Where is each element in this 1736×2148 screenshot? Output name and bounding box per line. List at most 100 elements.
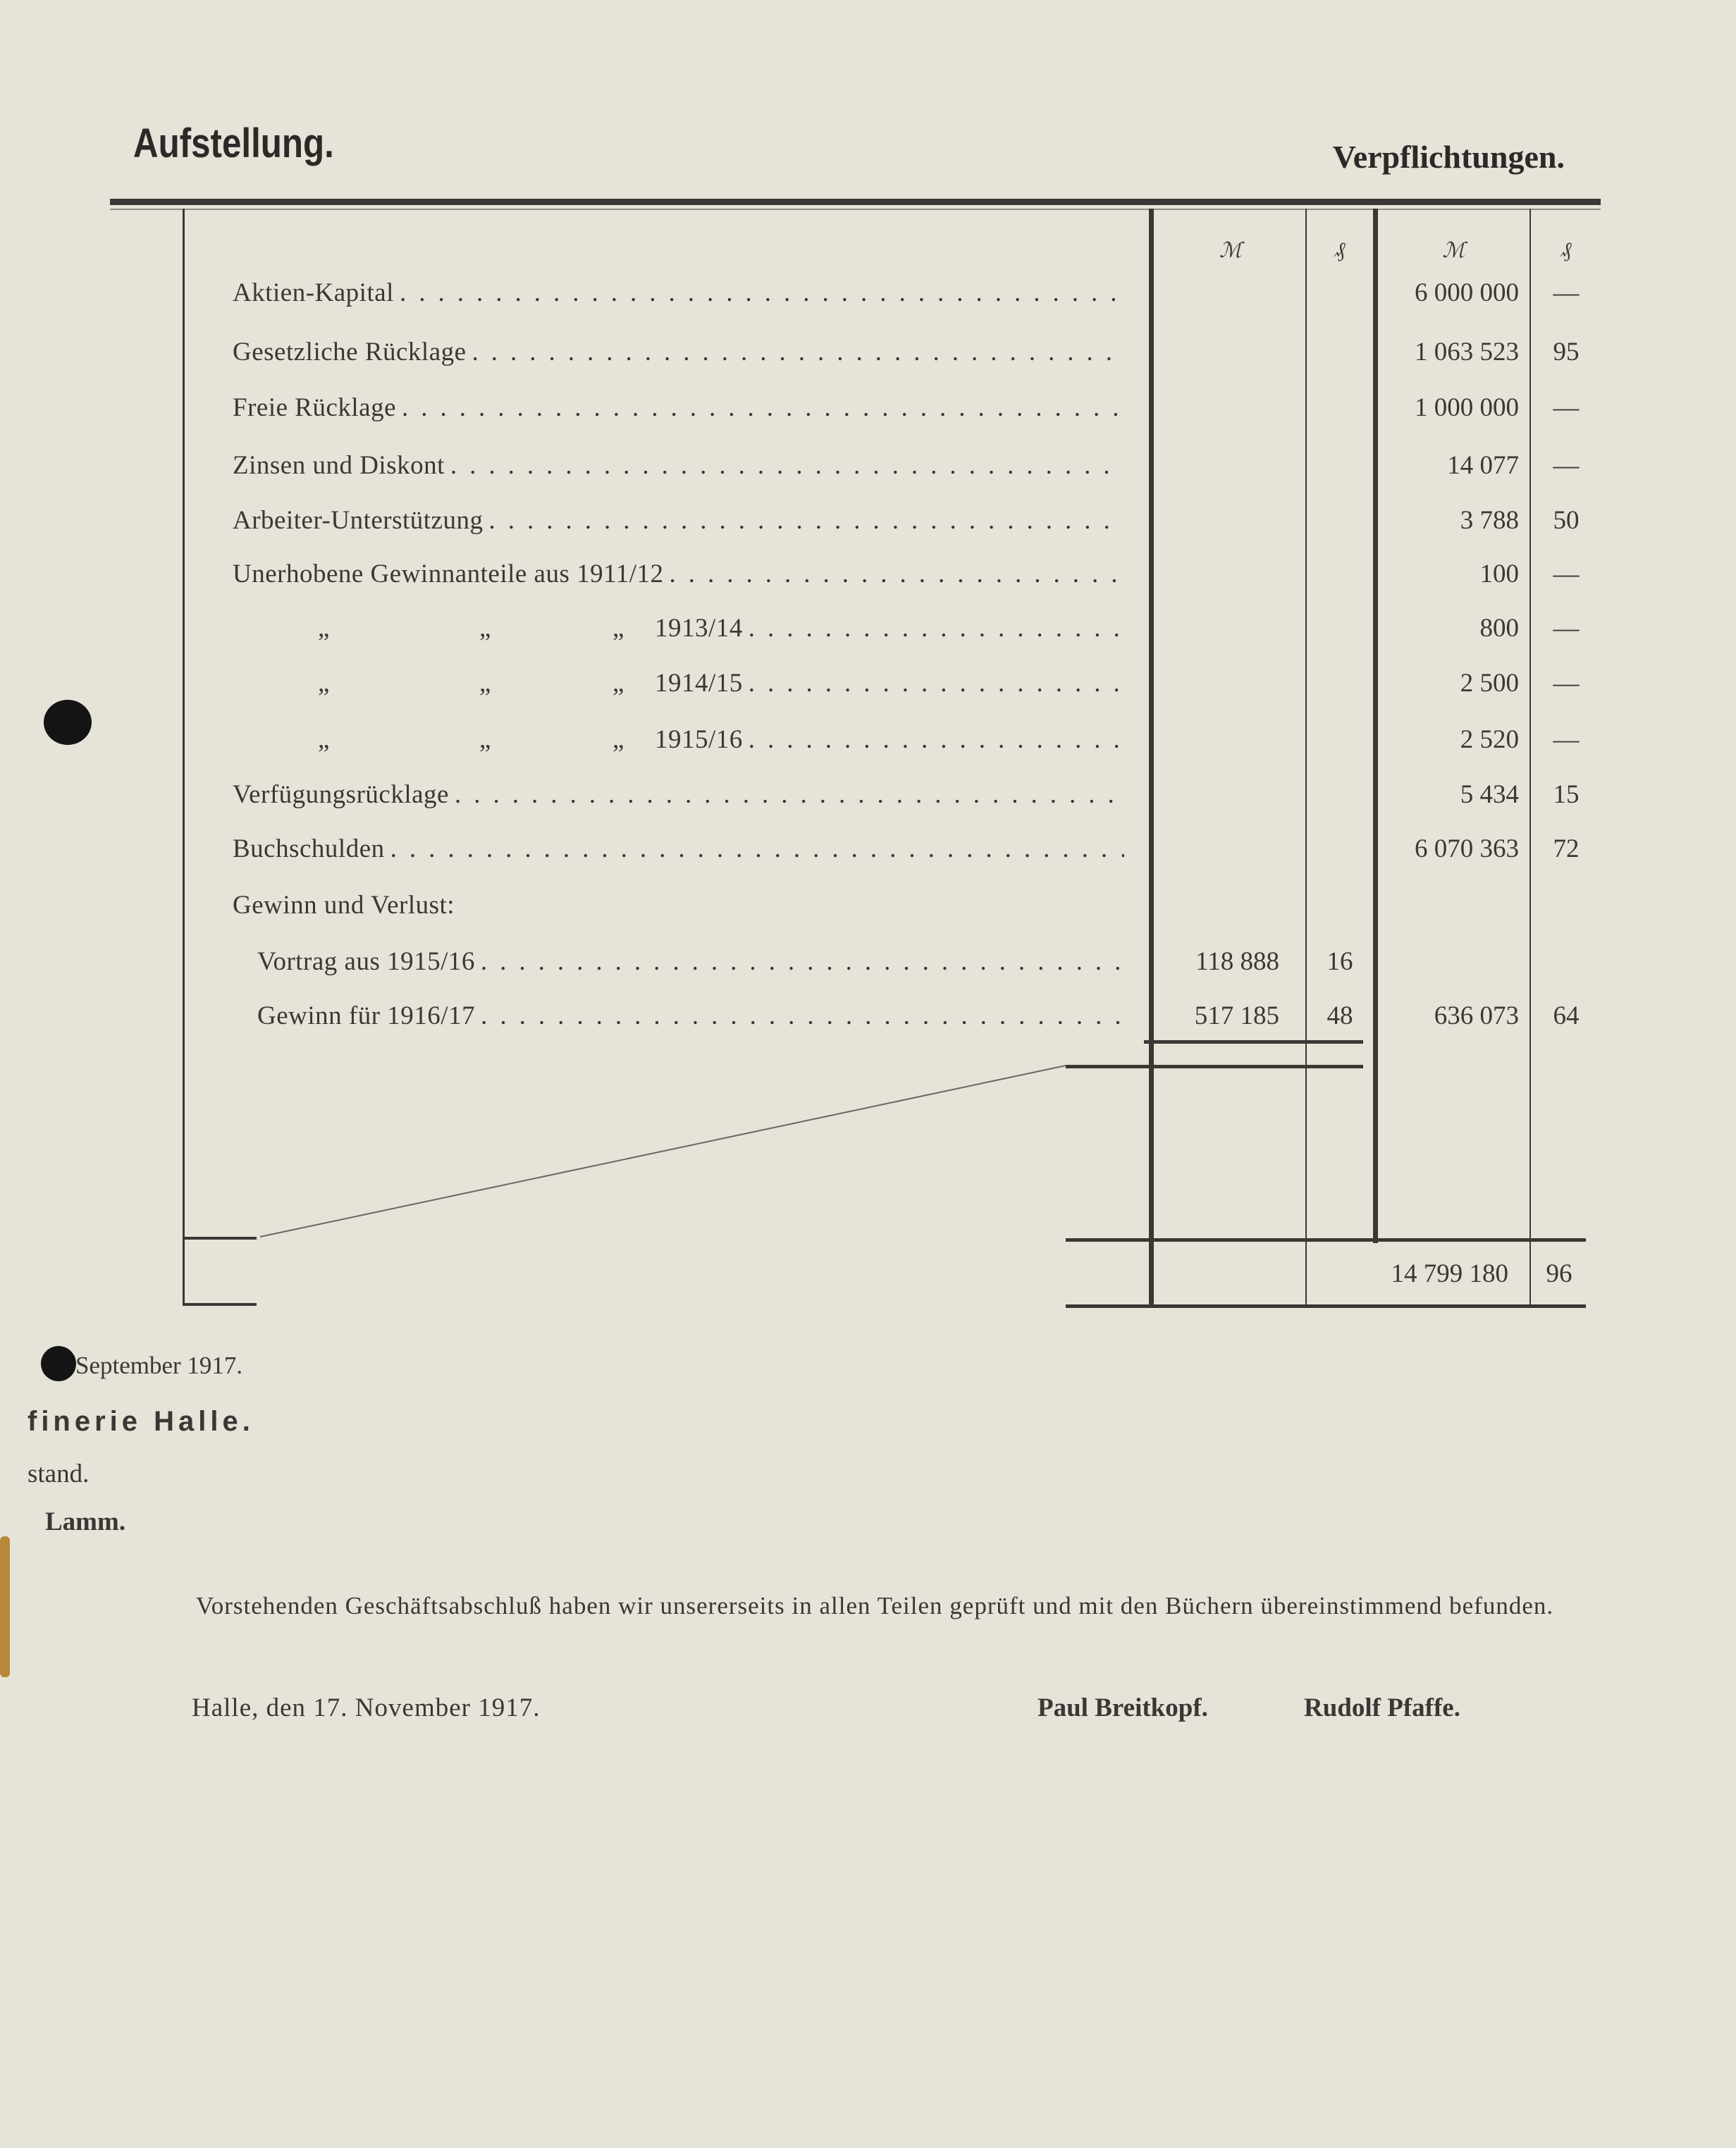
- ditto-mark: „: [479, 614, 491, 643]
- mark-value: 2 500: [1460, 669, 1519, 698]
- dot-leader: ........................................…: [402, 393, 1124, 422]
- row-label: Zinsen und Diskont: [233, 451, 445, 480]
- signature-1: Paul Breitkopf.: [1038, 1693, 1208, 1722]
- row-label: Buchschulden: [233, 834, 385, 863]
- sub-pfennig-value: 48: [1326, 1001, 1353, 1030]
- dot-leader: ........................................…: [399, 278, 1124, 307]
- row-label: Gewinn für 1916/17: [257, 1001, 476, 1030]
- pfennig-value: 72: [1553, 834, 1580, 863]
- table-row: „ „ „ 1913/14..............................…: [0, 611, 1736, 646]
- table-row: Verfügungsrücklage......................…: [0, 777, 1736, 813]
- ditto-mark: „: [612, 614, 624, 643]
- paper-edge-stain: [0, 1536, 10, 1677]
- table-row: Unerhobene Gewinnanteile aus 1911/12....…: [0, 557, 1736, 592]
- subtotal-rule: [1144, 1040, 1363, 1044]
- header-mark: ℳ: [1219, 239, 1243, 262]
- dot-leader: ........................................…: [669, 560, 1124, 588]
- pfennig-value: 15: [1553, 780, 1580, 809]
- table-row: Zinsen und Diskont......................…: [0, 448, 1736, 483]
- dot-leader: ........................................…: [748, 669, 1124, 698]
- mark-value: 1 063 523: [1415, 338, 1519, 366]
- audit-statement: Vorstehenden Geschäftsabschluß haben wir…: [196, 1592, 1554, 1619]
- ditto-mark: „: [612, 725, 624, 754]
- mark-value: 5 434: [1460, 780, 1519, 809]
- mark-value: 100: [1479, 560, 1520, 588]
- column-line-sub-pf: [1305, 209, 1307, 1308]
- mark-value: 14 077: [1447, 451, 1519, 480]
- fragment-name: Lamm.: [45, 1507, 126, 1536]
- row-label: Verfügungsrücklage: [233, 780, 449, 809]
- table-row: Gesetzliche Rücklage....................…: [0, 335, 1736, 370]
- table-row: Aktien-Kapital..........................…: [0, 276, 1736, 311]
- row-label: 1913/14: [655, 614, 743, 643]
- table-row: „ „ „ 1914/15..............................…: [0, 666, 1736, 701]
- pfennig-value: —: [1553, 669, 1580, 698]
- table-row: „ „ „ 1915/16..............................…: [0, 722, 1736, 758]
- dot-leader: ........................................…: [481, 1001, 1124, 1030]
- sub-mark-value: 517 185: [1194, 1001, 1279, 1030]
- total-rule-top: [1066, 1238, 1586, 1242]
- table-row: Vortrag aus 1915/16.....................…: [0, 944, 1736, 980]
- left-short-rule: [183, 1237, 257, 1240]
- table-row: Gewinn und Verlust:: [0, 888, 1736, 923]
- pfennig-value: 64: [1553, 1001, 1580, 1030]
- dot-leader: ........................................…: [748, 614, 1124, 643]
- mark-value: 3 788: [1460, 506, 1519, 535]
- pfennig-value: —: [1553, 451, 1580, 480]
- signature-2: Rudolf Pfaffe.: [1304, 1693, 1460, 1722]
- total-rule-bottom: [1066, 1304, 1586, 1308]
- dot-leader: ........................................…: [480, 947, 1124, 976]
- audit-place-date: Halle, den 17. November 1917.: [192, 1693, 541, 1722]
- mark-value: 1 000 000: [1415, 393, 1519, 422]
- table-row: Gewinn für 1916/17......................…: [0, 999, 1736, 1034]
- ditto-mark: „: [612, 669, 624, 698]
- row-label: Freie Rücklage: [233, 393, 396, 422]
- header-pfennig-2: ₰: [1560, 238, 1572, 261]
- sub-pfennig-value: 16: [1326, 947, 1353, 976]
- mark-value: 2 520: [1460, 725, 1519, 754]
- total-row: 14 799 180 96: [0, 1257, 1736, 1292]
- ditto-mark: „: [479, 669, 491, 698]
- mark-value: 6 070 363: [1415, 834, 1519, 863]
- top-rule-thin: [110, 209, 1601, 210]
- ditto-mark: „: [479, 725, 491, 754]
- fragment-date: September 1917.: [75, 1352, 243, 1379]
- dot-leader: ........................................…: [472, 338, 1124, 366]
- row-label: 1915/16: [655, 725, 743, 754]
- dot-leader: ........................................…: [450, 451, 1124, 480]
- sub-mark-value: 118 888: [1195, 947, 1279, 976]
- column-line-pf: [1529, 209, 1531, 1308]
- row-label: Arbeiter-Unterstützung: [233, 506, 484, 535]
- table-row: Arbeiter-Unterstützung..................…: [0, 503, 1736, 538]
- pfennig-value: —: [1553, 614, 1580, 643]
- table-row: Freie Rücklage..........................…: [0, 390, 1736, 426]
- pfennig-value: —: [1553, 393, 1580, 422]
- left-title: Aufstellung.: [133, 121, 334, 166]
- total-pfennig: 96: [1546, 1259, 1572, 1288]
- mark-value: 800: [1479, 614, 1520, 643]
- mark-value: 636 073: [1434, 1001, 1519, 1030]
- column-line-m: [1373, 209, 1378, 1243]
- pfennig-value: —: [1553, 725, 1580, 754]
- row-label: Gesetzliche Rücklage: [233, 338, 467, 366]
- dot-leader: ........................................…: [748, 725, 1124, 754]
- header-mark-2: ℳ: [1442, 239, 1465, 262]
- punch-hole: [44, 700, 92, 745]
- top-rule: [110, 199, 1601, 205]
- left-border: [183, 209, 185, 1303]
- row-label: Aktien-Kapital: [233, 278, 394, 307]
- pfennig-value: 50: [1553, 506, 1580, 535]
- row-label: 1914/15: [655, 669, 743, 698]
- row-label: Unerhobene Gewinnanteile aus 1911/12: [233, 560, 664, 588]
- ditto-mark: „: [318, 669, 330, 698]
- dot-leader: ........................................…: [390, 834, 1124, 863]
- column-line-sub-m: [1149, 209, 1154, 1308]
- dot-leader: ........................................…: [454, 780, 1124, 809]
- pfennig-value: —: [1553, 560, 1580, 588]
- header-pfennig: ₰: [1334, 238, 1346, 261]
- row-label: Vortrag aus 1915/16: [257, 947, 475, 976]
- table-row: Buchschulden............................…: [0, 832, 1736, 867]
- punch-hole-2: [41, 1346, 76, 1381]
- row-label: Gewinn und Verlust:: [233, 891, 455, 920]
